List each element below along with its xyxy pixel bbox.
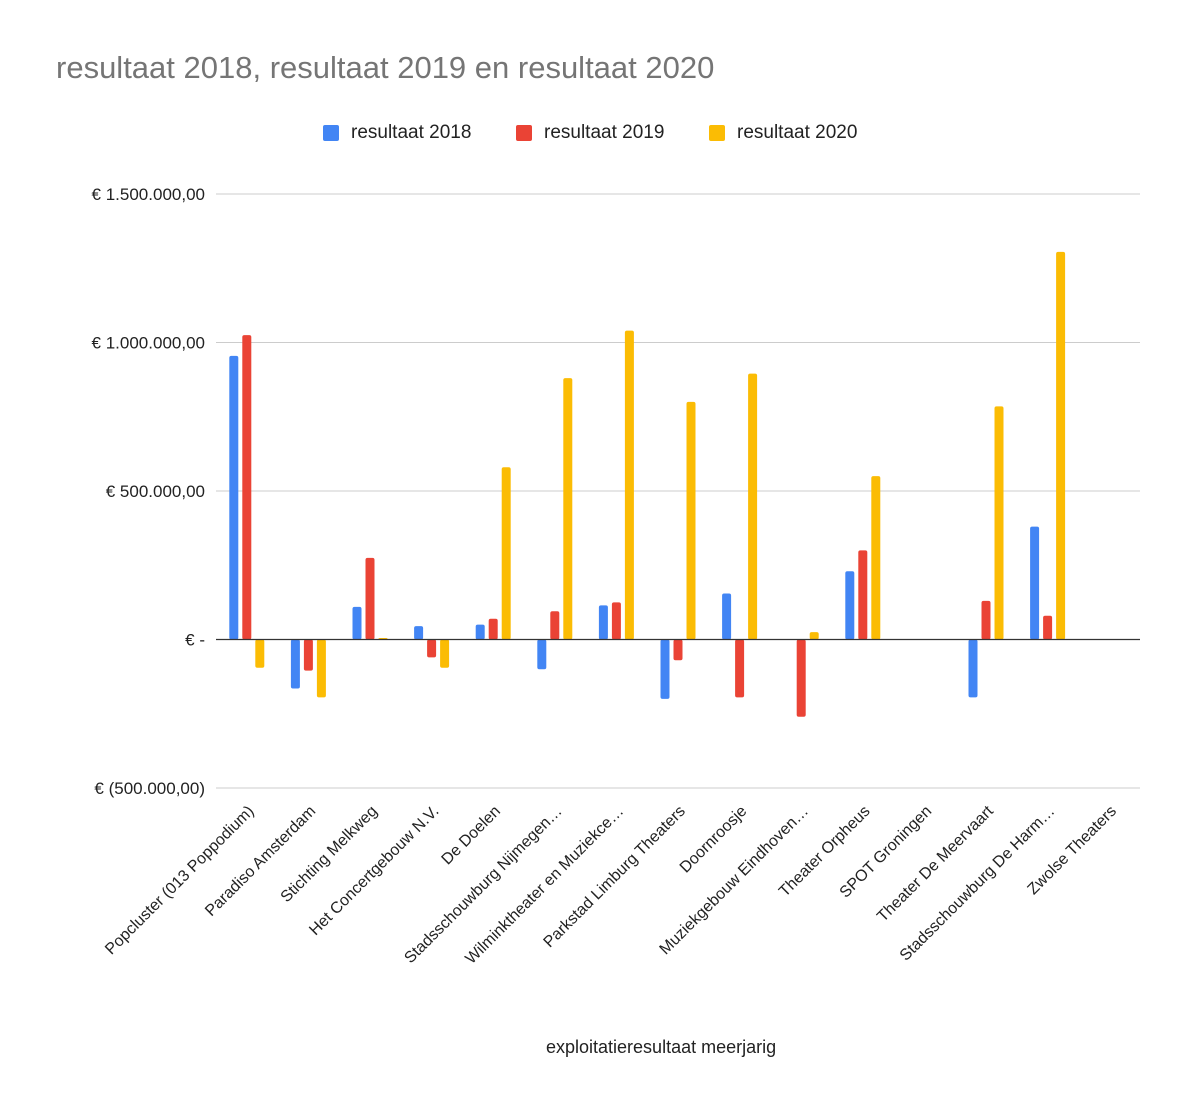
bar	[414, 626, 424, 640]
legend-item-2020[interactable]: resultaat 2020	[709, 122, 857, 144]
legend-label-2018: resultaat 2018	[351, 122, 472, 143]
x-axis-title: exploitatieresultaat meerjarig	[546, 1037, 777, 1057]
bar	[563, 378, 573, 640]
bar	[673, 639, 683, 661]
bar	[624, 330, 634, 640]
bar	[871, 476, 881, 640]
bar	[686, 401, 696, 640]
bar	[796, 639, 806, 717]
bar	[1056, 251, 1066, 640]
bar	[290, 639, 300, 689]
bar	[501, 467, 511, 640]
bar	[440, 639, 450, 668]
y-tick-label: € -	[185, 631, 205, 650]
bar	[968, 639, 978, 698]
bar	[427, 639, 437, 658]
x-tick-label: Paradiso Amsterdam	[202, 803, 319, 920]
y-tick-label: € 1.500.000,00	[92, 185, 205, 204]
legend-swatch-2020	[709, 125, 725, 141]
bar	[858, 550, 868, 640]
bar	[242, 335, 252, 640]
x-tick-label: Het Concertgebouw N.V.	[306, 803, 442, 939]
legend-swatch-2018	[323, 125, 339, 141]
bar	[994, 406, 1004, 640]
bar	[475, 624, 485, 640]
bar	[611, 602, 621, 640]
y-tick-label: € 1.000.000,00	[92, 334, 205, 353]
legend-swatch-2019	[516, 125, 532, 141]
bar	[981, 600, 991, 640]
legend: resultaat 2018 resultaat 2019 resultaat …	[0, 122, 1196, 152]
bar	[488, 618, 498, 640]
x-tick-label: De Doelen	[439, 803, 504, 868]
bar	[229, 355, 239, 640]
bar	[255, 639, 265, 668]
bar	[748, 373, 758, 640]
y-tick-label: € 500.000,00	[106, 482, 205, 501]
bar	[537, 639, 547, 670]
legend-label-2019: resultaat 2019	[544, 122, 665, 143]
bar	[735, 639, 745, 698]
bar	[809, 632, 819, 640]
bar	[316, 639, 326, 698]
x-tick-label: Theater De Meervaart	[874, 802, 997, 925]
legend-item-2019[interactable]: resultaat 2019	[516, 122, 664, 144]
bar	[352, 606, 362, 640]
y-tick-label: € (500.000,00)	[94, 779, 205, 798]
bar	[303, 639, 313, 671]
bar	[722, 593, 732, 640]
bar	[550, 611, 560, 640]
bar	[598, 605, 608, 640]
legend-item-2018[interactable]: resultaat 2018	[323, 122, 471, 144]
bar	[365, 557, 375, 640]
bar	[660, 639, 670, 699]
bar	[1043, 615, 1053, 640]
bar	[845, 571, 855, 640]
chart-title: resultaat 2018, resultaat 2019 en result…	[56, 50, 715, 85]
legend-label-2020: resultaat 2020	[737, 122, 858, 143]
bar	[1030, 526, 1040, 640]
